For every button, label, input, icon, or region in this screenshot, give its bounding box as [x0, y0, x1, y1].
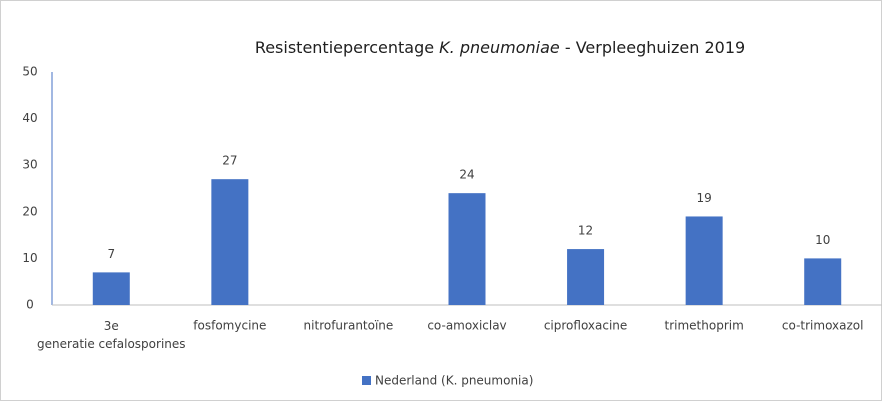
y-tick-label: 10 — [22, 251, 37, 265]
x-tick-label: fosfomycine — [193, 319, 266, 333]
bar — [685, 216, 723, 305]
chart-title: Resistentiepercentage K. pneumoniae - Ve… — [255, 38, 745, 57]
legend-swatch — [362, 376, 371, 385]
y-tick-label: 40 — [22, 111, 37, 125]
y-tick-label: 50 — [22, 65, 37, 79]
y-tick-label: 0 — [26, 298, 34, 312]
x-tick-label: trimethoprim — [665, 319, 744, 333]
value-label: 12 — [578, 224, 593, 238]
bar — [448, 193, 486, 305]
bar — [567, 249, 605, 305]
value-label: 7 — [107, 247, 115, 261]
bar — [92, 272, 130, 305]
bar — [804, 258, 842, 305]
x-tick-label: co-amoxiclav — [427, 319, 506, 333]
legend-label: Nederland (K. pneumonia) — [375, 374, 533, 388]
x-tick-label: 3e generatie cefalosporines — [37, 319, 185, 351]
x-tick-label: co-trimoxazol — [782, 319, 864, 333]
bar — [211, 179, 249, 305]
value-label: 27 — [222, 154, 237, 168]
x-tick-label: nitrofurantoïne — [304, 319, 394, 333]
x-tick-label: ciprofloxacine — [544, 319, 627, 333]
y-tick-label: 20 — [22, 204, 37, 218]
y-tick-label: 30 — [22, 158, 37, 172]
value-label: 19 — [697, 191, 712, 205]
value-label: 24 — [459, 168, 474, 182]
value-label: 10 — [815, 233, 830, 247]
